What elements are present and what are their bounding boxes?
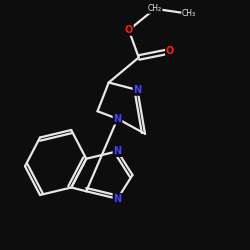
Text: N: N — [114, 194, 122, 204]
Text: N: N — [114, 114, 122, 124]
Text: CH₃: CH₃ — [182, 9, 196, 18]
Text: N: N — [134, 85, 141, 95]
Text: O: O — [124, 25, 133, 35]
Text: N: N — [114, 146, 122, 156]
Text: O: O — [166, 46, 174, 56]
Text: CH₂: CH₂ — [148, 4, 162, 13]
